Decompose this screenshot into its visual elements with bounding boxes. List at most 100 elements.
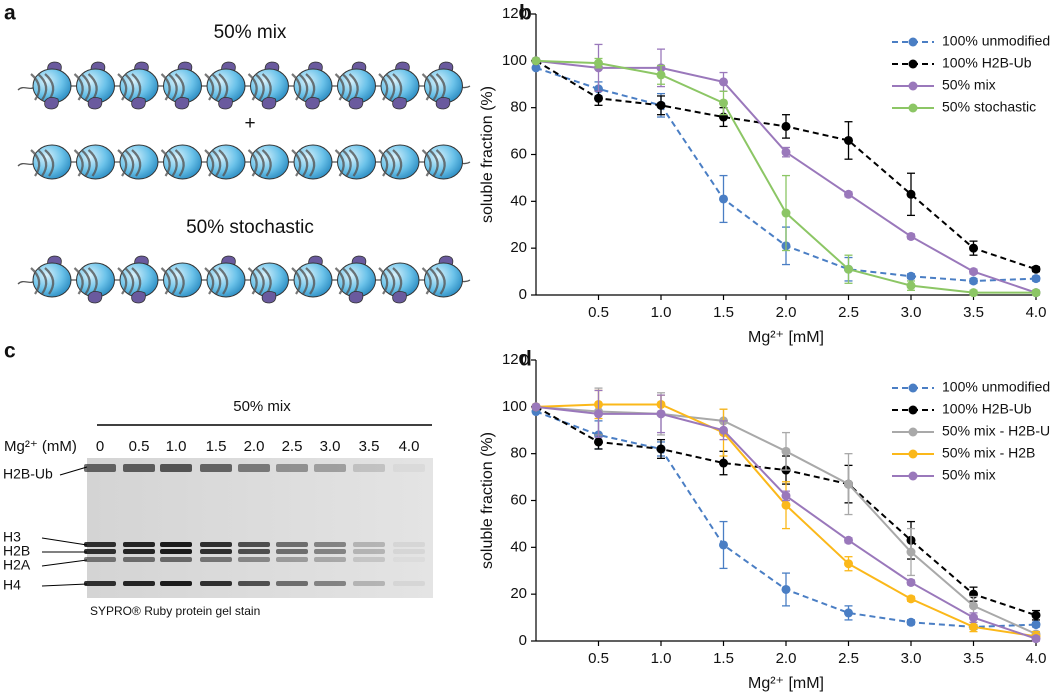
legend-label: 100% H2B-Ub bbox=[942, 55, 1032, 71]
ubiquitin bbox=[305, 97, 320, 110]
data-point bbox=[594, 58, 603, 68]
data-point bbox=[781, 500, 791, 510]
gel-band bbox=[84, 549, 116, 554]
dna-wrap bbox=[167, 149, 178, 177]
data-point bbox=[906, 281, 916, 291]
data-point bbox=[719, 194, 728, 204]
nucleosome-arrays bbox=[17, 61, 471, 304]
gel-band bbox=[276, 542, 308, 547]
legend-label: 50% mix - H2B bbox=[942, 445, 1035, 461]
dna-wrap bbox=[124, 73, 135, 101]
y-tick-label: 80 bbox=[510, 445, 527, 462]
legend-marker bbox=[908, 103, 918, 113]
data-point bbox=[844, 189, 853, 199]
dna-wrap bbox=[385, 149, 396, 177]
dna-wrap bbox=[428, 267, 439, 295]
dna-wrap bbox=[305, 149, 316, 177]
gel-band bbox=[160, 464, 192, 472]
data-point bbox=[906, 617, 916, 627]
x-tick-label: 3.5 bbox=[963, 304, 984, 321]
gel-band bbox=[160, 557, 192, 562]
dna-wrap bbox=[385, 267, 396, 295]
gel-band bbox=[200, 542, 232, 547]
dna-wrap bbox=[298, 73, 309, 101]
x-tick-label: 3.0 bbox=[901, 650, 922, 667]
gel-band bbox=[353, 581, 385, 586]
gel-band bbox=[238, 549, 270, 554]
data-point bbox=[969, 267, 978, 277]
x-tick-label: 2.5 bbox=[838, 304, 859, 321]
data-point bbox=[781, 446, 791, 456]
data-point bbox=[531, 402, 541, 412]
dna-wrap bbox=[291, 267, 302, 295]
ubiquitin bbox=[392, 291, 407, 304]
legend-label: 100% unmodified bbox=[942, 379, 1050, 395]
legend-marker bbox=[908, 37, 918, 47]
dna-wrap bbox=[211, 73, 222, 101]
dna-wrap bbox=[44, 149, 55, 177]
dna-wrap bbox=[421, 267, 432, 295]
dna-wrap bbox=[378, 149, 389, 177]
dna-wrap bbox=[204, 73, 215, 101]
legend-label: 50% stochastic bbox=[942, 99, 1036, 115]
y-axis-title: soluble fraction (%) bbox=[479, 86, 496, 223]
dna-wrap bbox=[305, 267, 316, 295]
dna-wrap bbox=[73, 149, 84, 177]
array-title: 50% stochastic bbox=[186, 217, 314, 238]
dna-wrap bbox=[385, 73, 396, 101]
gel-band bbox=[276, 549, 308, 554]
dna-wrap bbox=[298, 149, 309, 177]
data-point bbox=[719, 77, 728, 87]
x-tick-label: 0.5 bbox=[588, 650, 609, 667]
dna-wrap bbox=[117, 73, 128, 101]
gel-band bbox=[238, 581, 270, 586]
x-axis-title: Mg²⁺ [mM] bbox=[748, 329, 824, 346]
dna-wrap bbox=[428, 149, 439, 177]
y-tick-label: 60 bbox=[510, 491, 527, 508]
band-pointer bbox=[41, 559, 88, 567]
ubiquitin bbox=[131, 291, 146, 304]
gel-band bbox=[200, 581, 232, 586]
data-point bbox=[906, 547, 916, 557]
legend-marker bbox=[908, 427, 918, 437]
y-tick-label: 60 bbox=[510, 145, 527, 162]
data-point bbox=[844, 559, 853, 569]
data-point bbox=[1031, 288, 1041, 298]
data-point bbox=[719, 425, 728, 435]
y-tick-label: 100 bbox=[502, 52, 527, 69]
band-pointer bbox=[41, 583, 88, 587]
data-point bbox=[656, 409, 666, 419]
lane-axis-label: Mg²⁺ (mM) bbox=[4, 438, 77, 455]
gel-band bbox=[314, 542, 346, 547]
lane-label: 3.5 bbox=[359, 438, 380, 455]
dna-wrap bbox=[211, 267, 222, 295]
gel-band bbox=[84, 464, 116, 472]
y-axis-title: soluble fraction (%) bbox=[479, 432, 496, 569]
dna-wrap bbox=[428, 73, 439, 101]
dna-wrap bbox=[124, 267, 135, 295]
dna-wrap bbox=[30, 149, 41, 177]
gel-band bbox=[353, 542, 385, 547]
x-tick-label: 2.0 bbox=[776, 650, 797, 667]
legend-marker bbox=[908, 81, 918, 91]
x-tick-label: 4.0 bbox=[1026, 650, 1047, 667]
data-point bbox=[781, 584, 791, 594]
dna-wrap bbox=[211, 149, 222, 177]
dna-wrap bbox=[254, 149, 265, 177]
data-point bbox=[844, 535, 853, 545]
gel-band bbox=[314, 581, 346, 586]
dna-wrap bbox=[378, 267, 389, 295]
x-tick-label: 1.0 bbox=[651, 304, 672, 321]
data-point bbox=[1031, 274, 1041, 284]
data-point bbox=[906, 189, 916, 199]
y-tick-label: 40 bbox=[510, 192, 527, 209]
x-tick-label: 0.5 bbox=[588, 304, 609, 321]
dna-wrap bbox=[80, 267, 91, 295]
gel-band bbox=[276, 557, 308, 562]
dna-wrap bbox=[218, 149, 229, 177]
gel-band bbox=[353, 549, 385, 554]
dna-wrap bbox=[117, 267, 128, 295]
dna-wrap bbox=[160, 149, 171, 177]
band-pointer bbox=[41, 537, 88, 546]
